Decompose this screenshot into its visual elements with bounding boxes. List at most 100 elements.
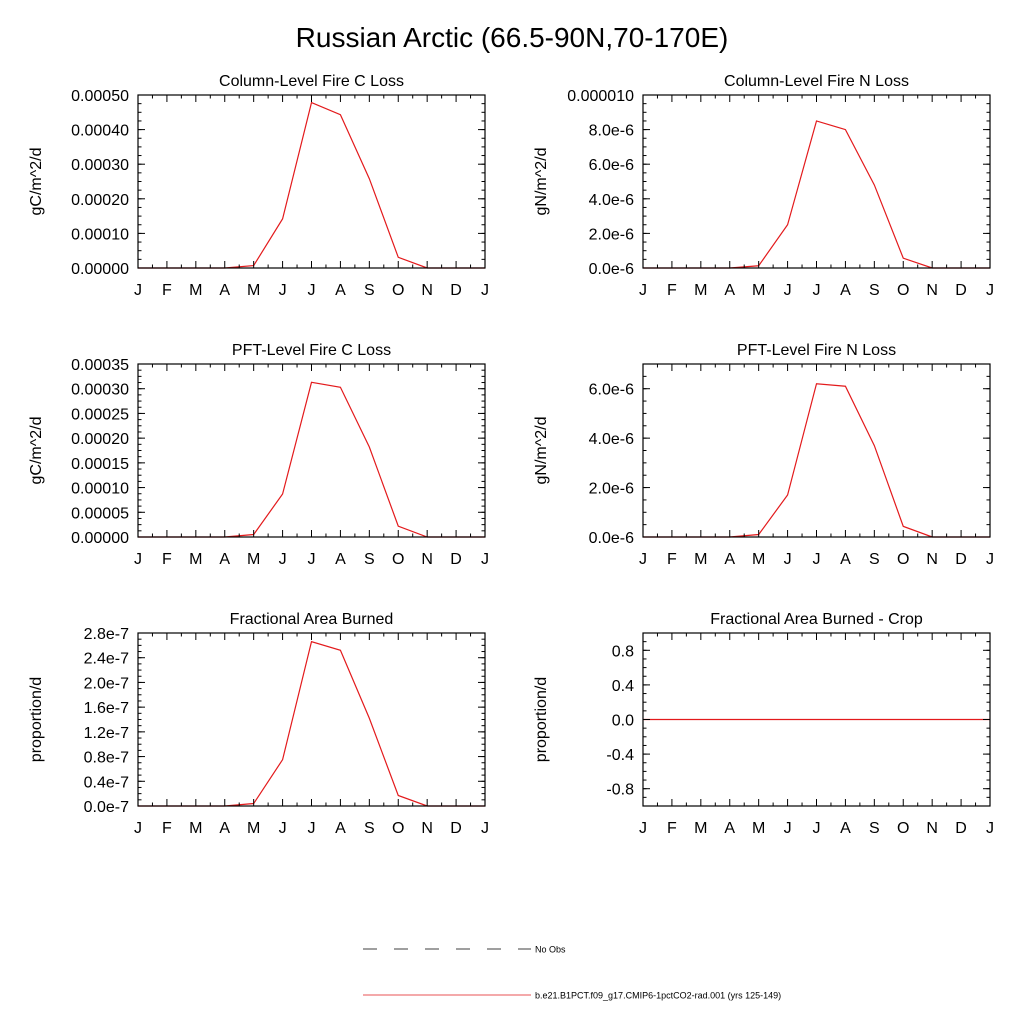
x-tick-label: J <box>481 282 489 299</box>
y-tick-label: 0.00040 <box>71 123 129 140</box>
plot-frame <box>137 94 486 269</box>
y-tick-label: 0.00010 <box>71 226 129 243</box>
y-axis-label: gN/m^2/d <box>533 417 550 485</box>
y-tick-label: 2.4e-7 <box>84 651 129 668</box>
x-tick-label: A <box>219 820 230 837</box>
x-tick-label: A <box>724 820 735 837</box>
y-tick-label: 6.0e-6 <box>589 157 634 174</box>
x-tick-label: M <box>189 551 202 568</box>
x-tick-label: N <box>421 820 433 837</box>
y-tick-label: 0.0 <box>612 713 634 730</box>
y-tick-label: 0.00050 <box>71 88 129 105</box>
legend-label: b.e21.B1PCT.f09_g17.CMIP6-1pctCO2-rad.00… <box>535 991 781 1001</box>
y-tick-label: 1.2e-7 <box>84 725 129 742</box>
x-tick-label: O <box>897 282 909 299</box>
x-tick-label: D <box>450 551 462 568</box>
panel-title: PFT-Level Fire C Loss <box>232 342 391 359</box>
y-tick-label: 6.0e-6 <box>589 382 634 399</box>
series-line <box>643 120 990 269</box>
x-tick-label: O <box>392 282 404 299</box>
y-tick-label: 0.00000 <box>71 530 129 547</box>
y-tick-label: -0.8 <box>606 782 634 799</box>
x-tick-label: N <box>421 282 433 299</box>
plot-frame <box>137 363 486 538</box>
figure-title: Russian Arctic (66.5-90N,70-170E) <box>295 22 729 53</box>
x-tick-label: M <box>752 820 765 837</box>
x-tick-label: J <box>784 551 792 568</box>
x-tick-label: A <box>335 282 346 299</box>
x-tick-label: M <box>694 551 707 568</box>
x-tick-label: O <box>897 820 909 837</box>
x-tick-label: M <box>694 282 707 299</box>
y-tick-label: -0.4 <box>606 747 634 764</box>
x-tick-label: J <box>481 820 489 837</box>
panel-title: Column-Level Fire N Loss <box>724 73 909 90</box>
x-tick-label: J <box>308 820 316 837</box>
y-tick-label: 2.8e-7 <box>84 626 129 643</box>
legend-entry: No Obs <box>363 945 566 955</box>
x-tick-label: F <box>667 820 677 837</box>
x-tick-label: O <box>897 551 909 568</box>
x-tick-label: J <box>639 551 647 568</box>
x-tick-label: M <box>694 820 707 837</box>
x-tick-label: F <box>667 551 677 568</box>
legend-entry: b.e21.B1PCT.f09_g17.CMIP6-1pctCO2-rad.00… <box>363 991 781 1001</box>
y-tick-label: 0.00035 <box>71 357 129 374</box>
y-tick-label: 0.4e-7 <box>84 774 129 791</box>
x-tick-label: J <box>813 282 821 299</box>
y-tick-label: 2.0e-6 <box>589 481 634 498</box>
x-tick-label: J <box>134 282 142 299</box>
y-tick-label: 0.000010 <box>567 88 634 105</box>
x-tick-label: A <box>219 282 230 299</box>
series-line <box>138 381 485 538</box>
x-tick-label: A <box>840 551 851 568</box>
panel-title: PFT-Level Fire N Loss <box>737 342 896 359</box>
x-tick-label: M <box>189 282 202 299</box>
x-tick-label: S <box>364 820 375 837</box>
panel-title: Fractional Area Burned <box>230 611 394 628</box>
y-tick-label: 0.8e-7 <box>84 750 129 767</box>
x-tick-label: J <box>784 820 792 837</box>
x-tick-label: S <box>364 282 375 299</box>
x-tick-label: J <box>639 282 647 299</box>
plot-frame <box>642 363 991 538</box>
x-tick-label: J <box>481 551 489 568</box>
x-tick-label: J <box>279 551 287 568</box>
x-tick-label: J <box>308 282 316 299</box>
x-tick-label: S <box>869 820 880 837</box>
y-tick-label: 0.00025 <box>71 406 129 423</box>
y-tick-label: 0.00015 <box>71 456 129 473</box>
x-tick-label: A <box>219 551 230 568</box>
x-tick-label: F <box>162 282 172 299</box>
x-tick-label: D <box>955 820 967 837</box>
x-tick-label: D <box>450 282 462 299</box>
x-tick-label: M <box>189 820 202 837</box>
x-tick-label: S <box>869 282 880 299</box>
x-tick-label: J <box>813 820 821 837</box>
x-tick-label: J <box>134 551 142 568</box>
y-tick-label: 4.0e-6 <box>589 431 634 448</box>
y-axis-label: gC/m^2/d <box>28 148 45 216</box>
x-tick-label: J <box>279 820 287 837</box>
x-tick-label: O <box>392 820 404 837</box>
y-tick-label: 0.0e-6 <box>589 261 634 278</box>
series-line <box>643 383 990 538</box>
y-tick-label: 0.00010 <box>71 481 129 498</box>
series-line <box>138 101 485 269</box>
x-tick-label: A <box>724 551 735 568</box>
x-tick-label: N <box>421 551 433 568</box>
x-tick-label: M <box>752 551 765 568</box>
y-axis-label: proportion/d <box>533 677 550 762</box>
x-tick-label: N <box>926 820 938 837</box>
plot-frame <box>137 632 486 807</box>
x-tick-label: J <box>784 282 792 299</box>
y-axis-label: gN/m^2/d <box>533 148 550 216</box>
x-tick-label: A <box>335 551 346 568</box>
y-tick-label: 0.00000 <box>71 261 129 278</box>
x-tick-label: J <box>986 282 994 299</box>
x-tick-label: J <box>134 820 142 837</box>
x-tick-label: J <box>279 282 287 299</box>
